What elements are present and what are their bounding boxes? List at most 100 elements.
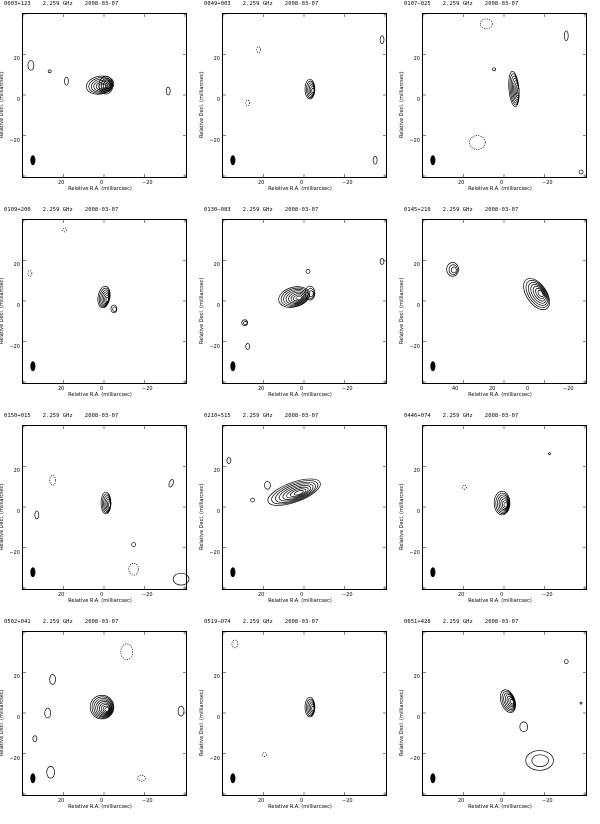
- x-tick-label: 0: [100, 798, 104, 804]
- y-tick-label: 0: [216, 97, 220, 103]
- y-tick-label: 0: [416, 97, 420, 103]
- x-tick-label: 20: [258, 180, 265, 186]
- panel-freq: 2.259 GHz: [42, 619, 73, 625]
- y-tick-label: 20: [213, 674, 220, 680]
- panel-freq: 2.259 GHz: [242, 619, 273, 625]
- contour-level: [177, 705, 185, 717]
- x-tick-label: 20: [458, 180, 465, 186]
- panel-freq: 2.259 GHz: [442, 207, 473, 213]
- panel-source: 0109+200: [4, 207, 31, 213]
- panel-header: 0210+515 2.259 GHz 2008-03-07: [204, 413, 330, 419]
- x-tick-label: −20: [342, 592, 353, 598]
- panel-freq: 2.259 GHz: [42, 413, 73, 419]
- contour-plot: [422, 13, 586, 177]
- contour-level: [286, 486, 309, 499]
- contour-level: [528, 282, 548, 306]
- plot-area: [422, 425, 587, 590]
- contour-plot: [222, 219, 386, 383]
- y-tick-label: −20: [9, 344, 20, 350]
- panel-source: 0107−025: [404, 1, 431, 7]
- contour-level: [379, 35, 385, 44]
- x-tick-label: 20: [458, 798, 465, 804]
- plot-area: [22, 631, 187, 796]
- panel-freq: 2.259 GHz: [42, 1, 73, 7]
- contour-level: [102, 705, 110, 713]
- contour-map-panel: 0519−074 2.259 GHz 2008-03-07 20 0 −20 20 0 −20 R…: [199, 618, 400, 824]
- x-tick-label: −20: [142, 592, 153, 598]
- x-tick-label: 0: [500, 180, 504, 186]
- panel-date: 2008-03-07: [484, 619, 519, 625]
- panel-header: 0150+015 2.259 GHz 2008-03-07: [4, 413, 130, 419]
- x-tick-label: 0: [300, 386, 304, 392]
- panel-header: 0446+074 2.259 GHz 2008-03-07: [404, 413, 530, 419]
- contour-level: [91, 696, 114, 719]
- contour-level: [99, 702, 111, 715]
- y-axis-label: Relative Decl. (milliarcsec): [399, 483, 405, 550]
- beam-ellipse: [430, 155, 436, 166]
- y-tick-label: −20: [9, 550, 20, 556]
- contour-map-panel: 0502+041 2.259 GHz 2008-03-07 20 0 −20 20 0 −20 R…: [0, 618, 200, 824]
- contour-level: [523, 278, 550, 311]
- contour-level: [495, 492, 510, 514]
- y-tick-label: 0: [16, 97, 20, 103]
- panel-header: 0130−083 2.259 GHz 2008-03-07: [204, 207, 330, 213]
- beam-ellipse: [30, 567, 36, 578]
- plot-area: [222, 631, 387, 796]
- negative-contour: [256, 46, 261, 53]
- panel-source: 0446+074: [404, 413, 431, 419]
- x-axis-label: Relative R.A. (milliarcsec): [268, 186, 332, 192]
- contour-level: [108, 502, 111, 508]
- y-tick-label: −20: [209, 344, 220, 350]
- negative-contour: [245, 99, 251, 107]
- contour-plot: [422, 219, 586, 383]
- contour-level: [535, 288, 545, 300]
- contour-level: [226, 457, 232, 464]
- panel-header: 0003+123 2.259 GHz 2008-03-07: [4, 1, 130, 7]
- contour-level: [282, 485, 311, 500]
- panel-header: 0109+200 2.259 GHz 2008-03-07: [4, 207, 130, 213]
- contour-level: [288, 291, 306, 304]
- x-tick-label: 20: [258, 386, 265, 392]
- x-axis-label: Relative R.A. (milliarcsec): [468, 392, 532, 398]
- y-tick-label: −20: [409, 344, 420, 350]
- contour-plot: [22, 219, 186, 383]
- contour-level: [95, 699, 113, 717]
- plot-area: [22, 219, 187, 384]
- panel-header: 0107−025 2.259 GHz 2008-03-07: [404, 1, 530, 7]
- contour-level: [311, 705, 315, 712]
- panel-source: 0651+428: [404, 619, 431, 625]
- panel-date: 2008-03-07: [284, 1, 319, 7]
- x-axis-label: Relative R.A. (milliarcsec): [268, 804, 332, 810]
- panel-header: 0519−074 2.259 GHz 2008-03-07: [204, 619, 330, 625]
- contour-level: [271, 480, 319, 505]
- contour-plot: [22, 631, 186, 795]
- y-tick-label: 20: [13, 56, 20, 62]
- contour-level: [563, 659, 569, 664]
- x-axis-label: Relative R.A. (milliarcsec): [268, 392, 332, 398]
- x-tick-label: 0: [300, 180, 304, 186]
- contour-level: [98, 75, 114, 95]
- y-axis-label: Relative Decl. (milliarcsec): [199, 277, 205, 344]
- x-tick-label: −20: [542, 592, 553, 598]
- contour-level: [168, 479, 174, 488]
- y-tick-label: 20: [413, 262, 420, 268]
- beam-ellipse: [230, 155, 236, 166]
- contour-level: [34, 510, 40, 520]
- plot-area: [22, 13, 187, 178]
- panel-date: 2008-03-07: [484, 413, 519, 419]
- x-tick-label: 20: [58, 798, 65, 804]
- y-axis-label: Relative Decl. (milliarcsec): [0, 483, 5, 550]
- x-tick-label: 20: [258, 592, 265, 598]
- negative-contour: [62, 227, 67, 233]
- contour-level: [241, 319, 249, 327]
- contour-plot: [22, 13, 186, 177]
- contour-level: [531, 754, 549, 767]
- panel-source: 0502+041: [4, 619, 31, 625]
- negative-contour: [462, 484, 467, 490]
- contour-plot: [222, 631, 386, 795]
- contour-level: [578, 169, 584, 175]
- contour-level: [563, 30, 569, 42]
- beam-ellipse: [430, 567, 436, 578]
- panel-header: 0651+428 2.259 GHz 2008-03-07: [404, 619, 530, 625]
